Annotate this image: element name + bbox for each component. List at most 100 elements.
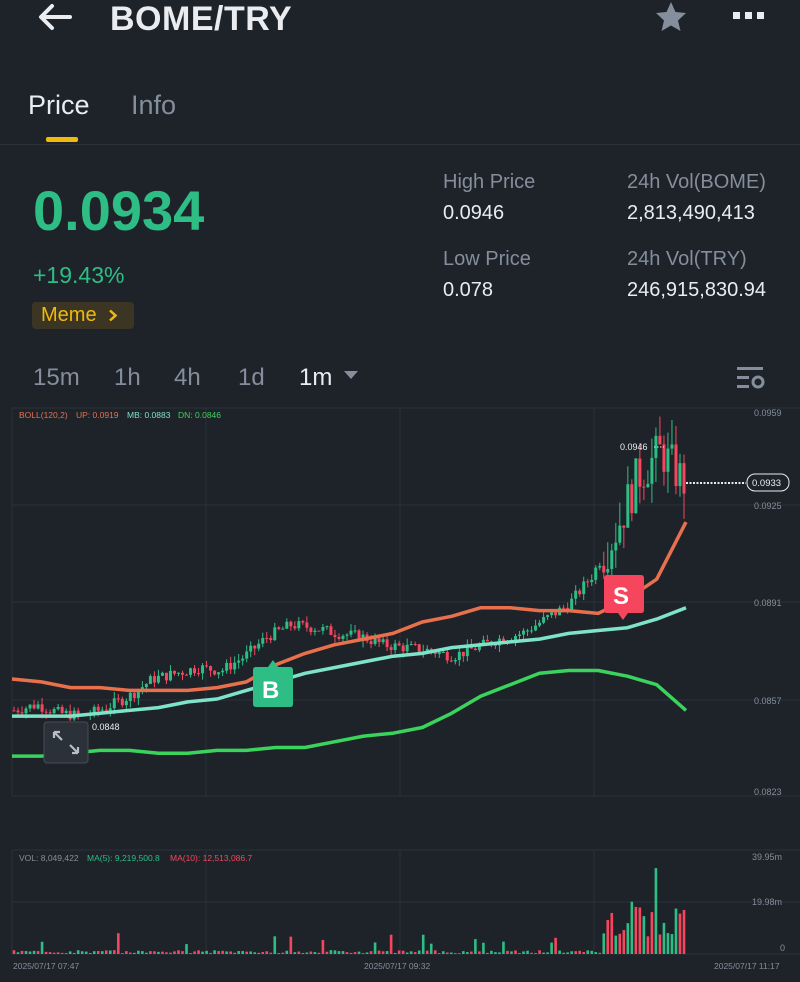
volume-bar — [522, 951, 525, 954]
divider — [0, 144, 800, 145]
candle-body — [441, 651, 445, 653]
interval-dropdown-icon[interactable] — [344, 371, 358, 380]
volume-bar — [76, 950, 80, 954]
volume-bar — [349, 952, 353, 954]
volume-bar — [602, 933, 606, 954]
candle-body — [269, 638, 273, 641]
candle-body — [582, 581, 586, 595]
tab-info[interactable]: Info — [131, 90, 177, 120]
boll-mb-line — [12, 606, 687, 718]
volume-bar — [490, 950, 493, 954]
volume-bar — [397, 950, 401, 954]
page-title: BOME/TRY — [110, 0, 293, 38]
candle-body — [321, 627, 325, 631]
volume-bars — [12, 868, 686, 954]
candle-body — [265, 638, 269, 640]
volume-bar — [666, 933, 670, 954]
volume-axis-tick: 19.98m — [752, 897, 782, 907]
volume-bar — [80, 951, 84, 954]
volume-bar — [229, 951, 232, 954]
volume-bar — [393, 953, 397, 954]
kline-chart[interactable]: BOLL(120,2) UP: 0.0919 MB: 0.0883 DN: 0.… — [0, 404, 800, 982]
interval-1h[interactable]: 1h — [114, 364, 141, 391]
volume-bar — [365, 952, 369, 954]
more-options-icon[interactable] — [732, 8, 766, 22]
candle-body — [433, 651, 437, 655]
volume-bar — [486, 952, 489, 954]
candle-body — [642, 486, 646, 488]
candle-body — [273, 627, 277, 641]
candle-body — [397, 643, 401, 646]
candle-body — [385, 639, 389, 648]
volume-bar — [333, 950, 337, 954]
candle-body — [518, 634, 522, 637]
candle-body — [172, 670, 176, 674]
volume-bar — [285, 950, 289, 954]
fullscreen-button[interactable] — [43, 721, 89, 764]
candle-body — [52, 709, 56, 714]
volume-bar — [598, 952, 602, 954]
volume-bar — [325, 951, 329, 954]
time-axis-label: 2025/07/17 07:47 — [13, 961, 79, 971]
boll-up-legend: UP: 0.0919 — [76, 410, 119, 420]
candle-body — [534, 625, 538, 631]
candle-body — [120, 698, 124, 706]
candle-body — [313, 630, 317, 632]
volume-bar — [562, 952, 565, 954]
volume-bar — [133, 952, 136, 954]
volume-bar — [385, 951, 389, 954]
chart-grid — [11, 407, 800, 955]
sell-marker-label: S — [613, 583, 629, 610]
candle-body — [209, 666, 213, 671]
candle-body — [257, 643, 261, 649]
candle-body — [193, 668, 197, 674]
volume-bar — [60, 952, 64, 954]
sell-marker[interactable]: S — [604, 575, 644, 620]
volume-bar — [353, 952, 357, 954]
volume-bar — [209, 952, 212, 954]
candle-body — [293, 626, 297, 629]
volume-bar — [221, 950, 224, 954]
candle-body — [477, 644, 481, 651]
buy-marker[interactable]: B — [253, 660, 293, 707]
volume-bar — [433, 950, 437, 954]
candle-body — [164, 672, 168, 681]
candle-body — [229, 662, 233, 670]
low-price-value: 0.078 — [443, 279, 494, 301]
candle-body — [353, 630, 357, 632]
candle-body — [650, 457, 654, 484]
interval-1d[interactable]: 1d — [238, 364, 265, 391]
volume-bar — [498, 952, 501, 954]
volume-bar — [514, 950, 517, 954]
boll-dn-line — [12, 668, 688, 758]
interval-15m[interactable]: 15m — [33, 364, 80, 391]
interval-1m[interactable]: 1m — [299, 364, 333, 391]
volume-bar — [277, 953, 281, 954]
interval-4h[interactable]: 4h — [174, 364, 201, 391]
volume-bar — [550, 942, 553, 954]
candle-body — [570, 598, 574, 611]
volume-bar — [161, 951, 164, 954]
tab-price[interactable]: Price — [28, 90, 90, 120]
favorite-star-icon[interactable] — [654, 0, 688, 34]
candle-body — [493, 644, 497, 646]
volume-bar — [129, 952, 132, 954]
candle-body — [92, 706, 96, 715]
volume-bar — [369, 951, 373, 954]
volume-bar — [317, 952, 321, 954]
volume-bar — [357, 951, 361, 954]
back-arrow-icon[interactable] — [36, 0, 76, 36]
category-tag[interactable]: Meme — [32, 302, 134, 329]
candle-body — [586, 581, 590, 583]
volume-bar — [12, 950, 16, 954]
volume-bar — [654, 868, 658, 954]
volume-bar — [197, 950, 200, 954]
candle-body — [76, 710, 80, 715]
volume-bar — [638, 907, 642, 954]
volume-bar — [173, 951, 176, 954]
volume-bar — [534, 953, 537, 954]
chart-settings-icon[interactable] — [737, 366, 765, 390]
candle-body — [373, 638, 377, 645]
top-bar: BOME/TRY — [0, 0, 800, 60]
candle-body — [289, 621, 293, 627]
